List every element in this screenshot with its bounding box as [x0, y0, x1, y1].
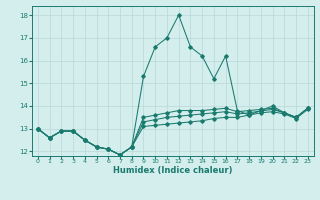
X-axis label: Humidex (Indice chaleur): Humidex (Indice chaleur): [113, 166, 233, 175]
